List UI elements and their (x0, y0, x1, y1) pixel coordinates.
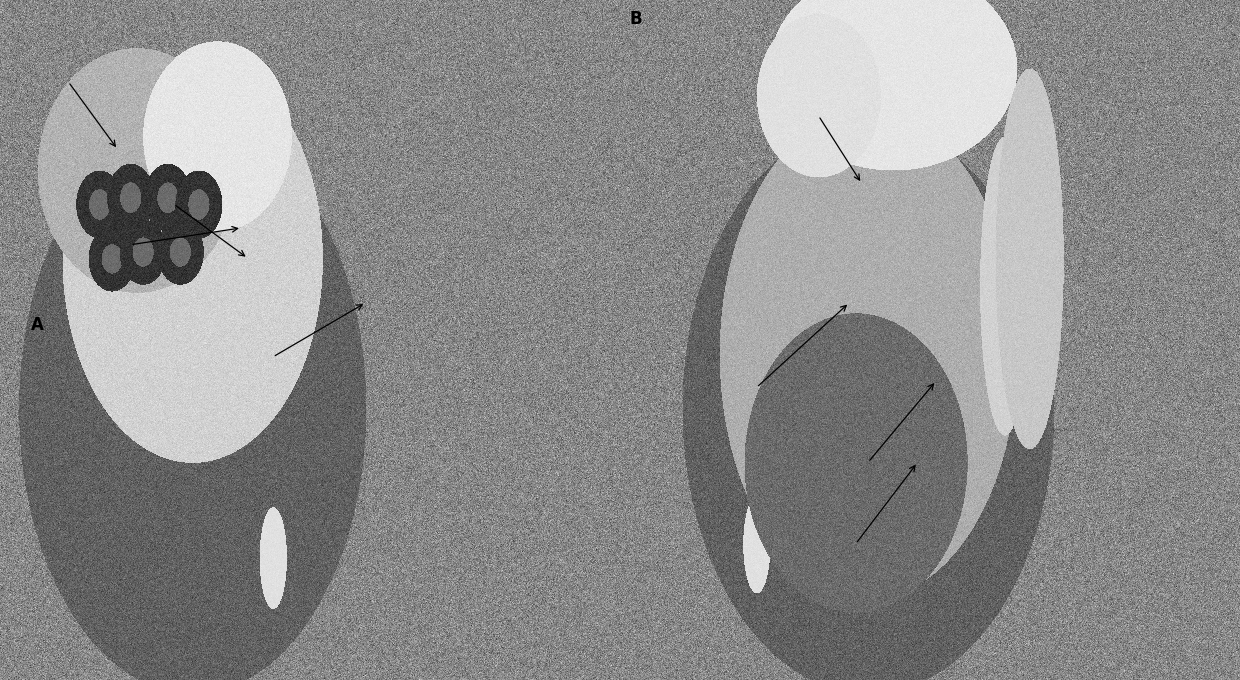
Text: B: B (630, 10, 642, 28)
Text: A: A (31, 316, 43, 334)
